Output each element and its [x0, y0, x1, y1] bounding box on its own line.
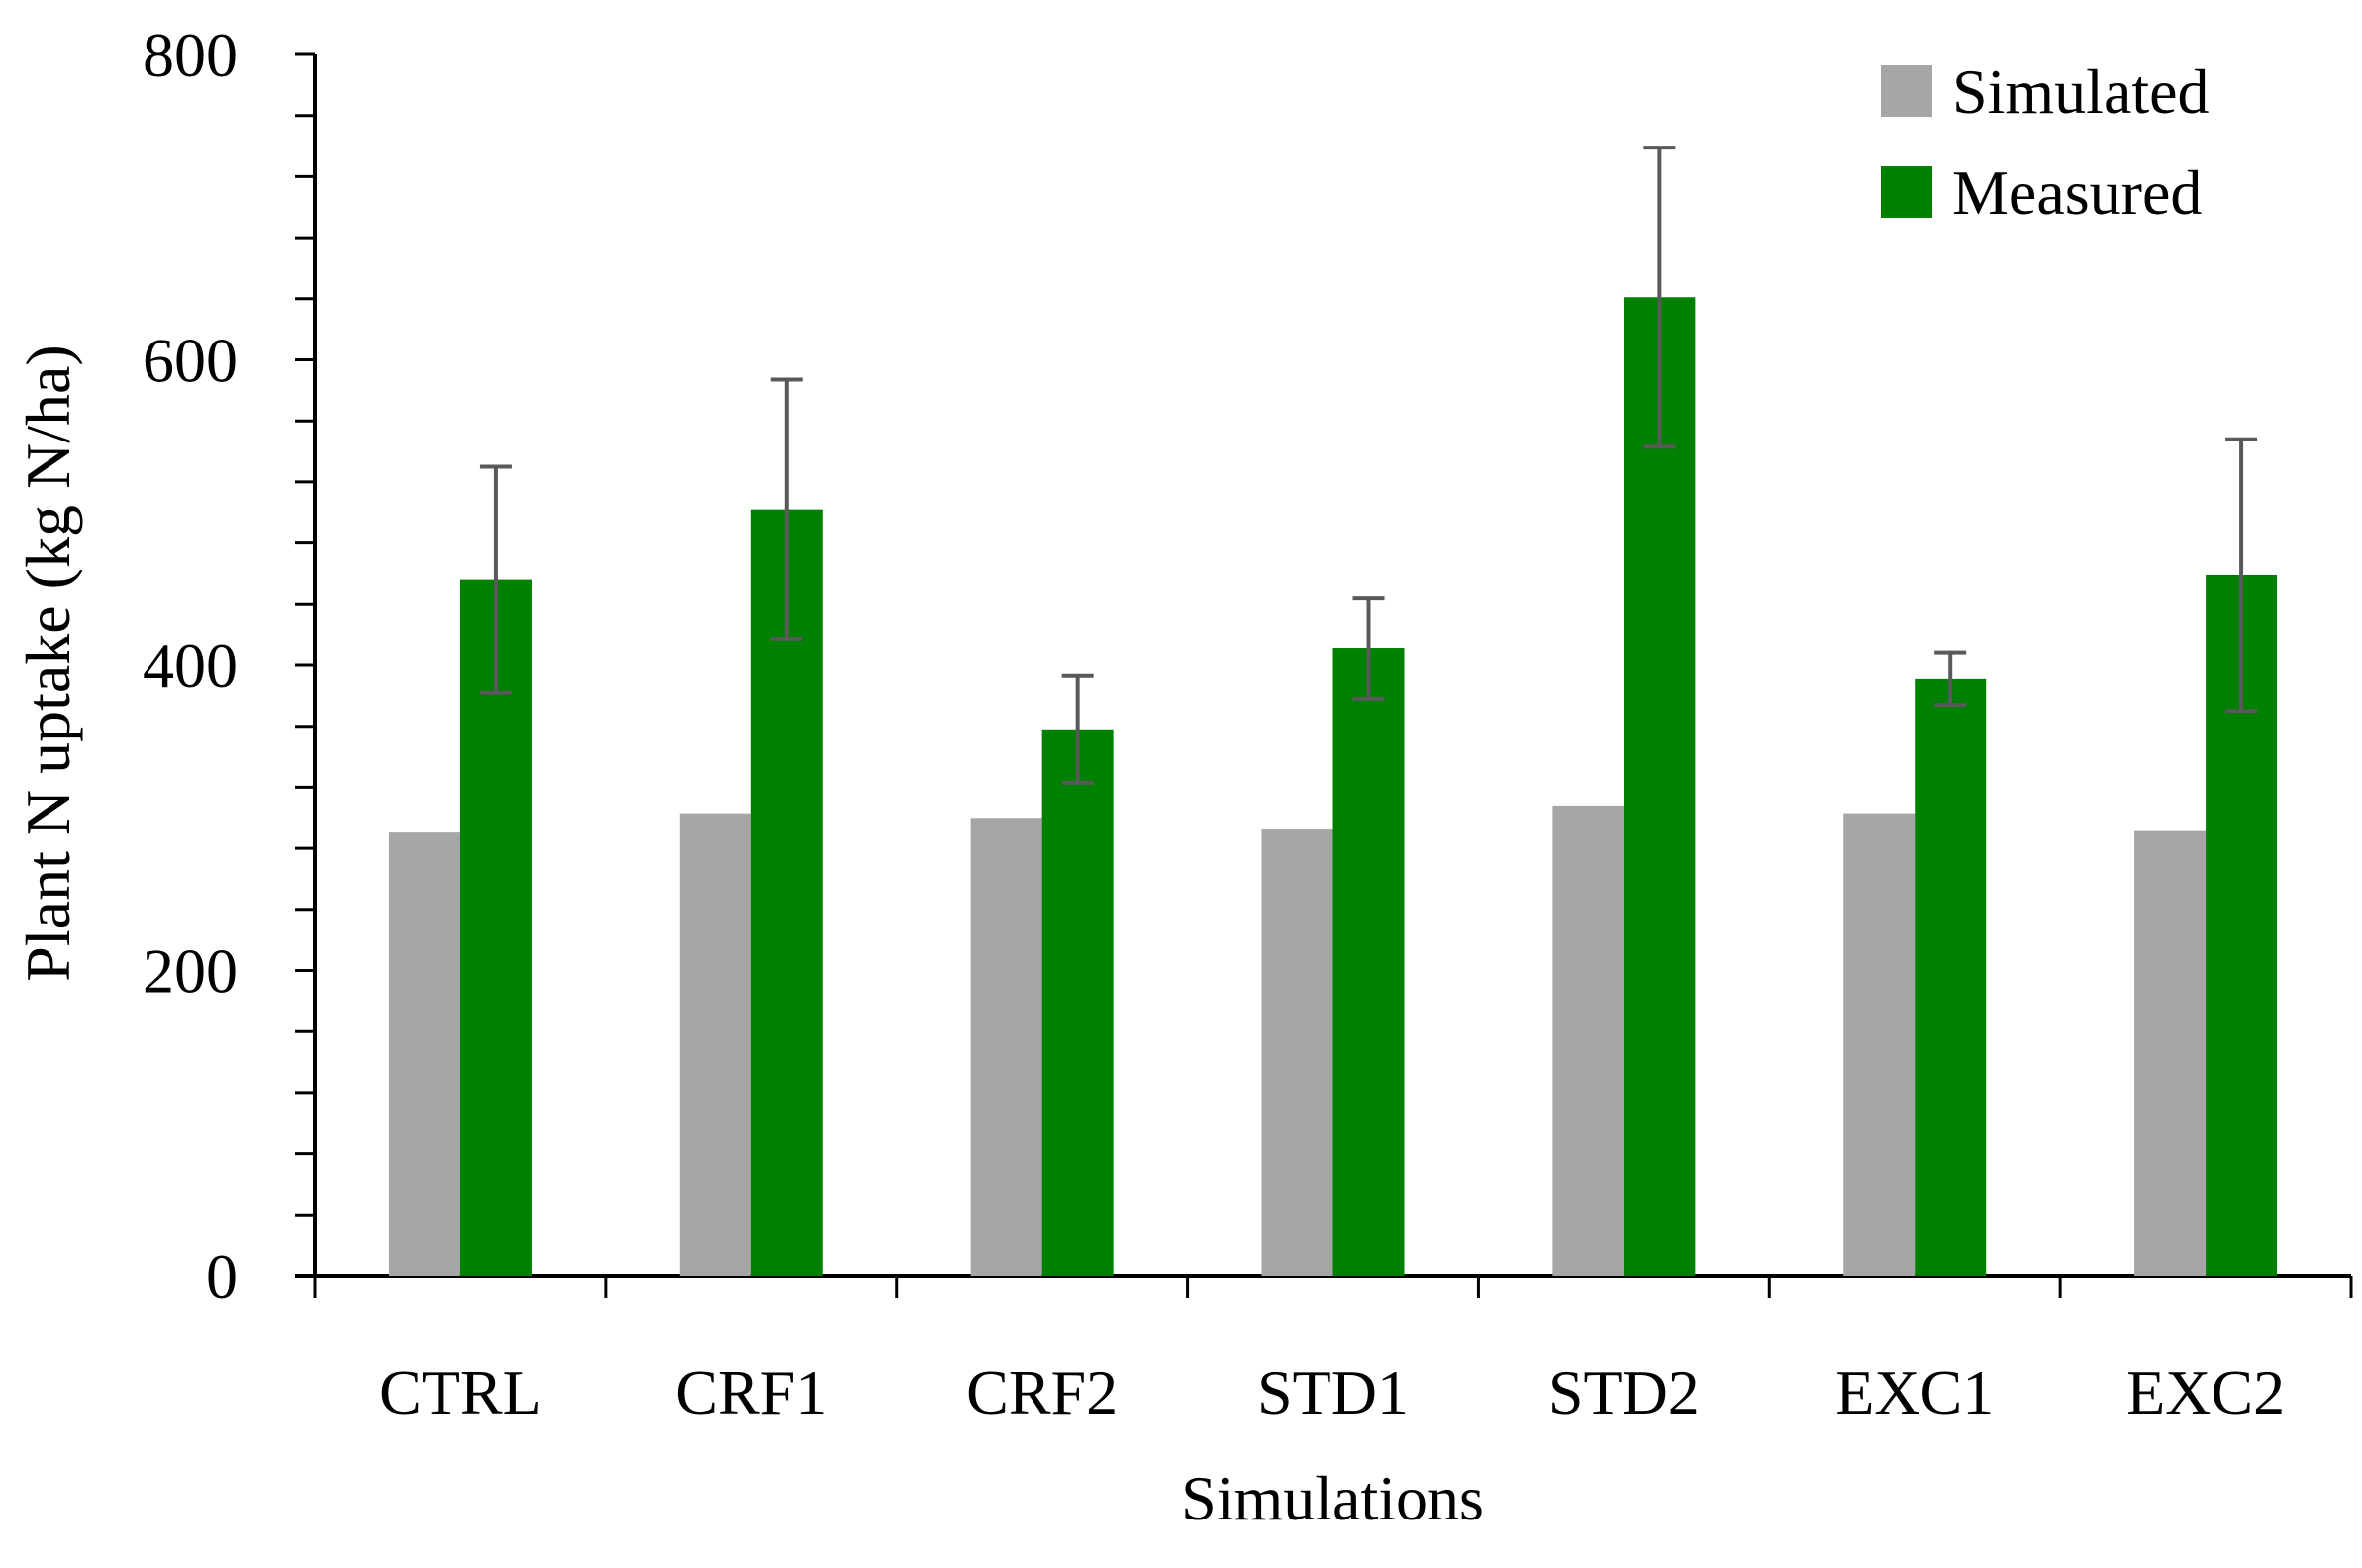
legend-label-simulated: Simulated — [1952, 56, 2210, 127]
bar-measured-std2 — [1624, 297, 1696, 1276]
x-tick-label-crf2: CRF2 — [966, 1357, 1118, 1427]
bar-measured-ctrl — [459, 579, 532, 1276]
legend-swatch-simulated — [1881, 65, 1932, 117]
bar-simulated-std1 — [1261, 829, 1333, 1276]
tick-labels: 0 200 400 600 800 CTRL CRF1 CRF2 STD1 STD2 EXC1 EXC… — [143, 20, 2285, 1427]
y-tick-label: 400 — [143, 631, 238, 701]
bar-simulated-exc1 — [1843, 813, 1916, 1276]
y-tick-label: 800 — [143, 20, 238, 90]
error-bars — [479, 146, 2258, 785]
axes — [295, 52, 2353, 1298]
bar-simulated-ctrl — [388, 832, 460, 1276]
legend-swatch-measured — [1881, 166, 1932, 218]
bar-simulated-std2 — [1552, 805, 1624, 1276]
bar-simulated-exc2 — [2134, 830, 2207, 1276]
x-tick-label-ctrl: CTRL — [379, 1357, 541, 1427]
x-tick-label-std2: STD2 — [1548, 1357, 1700, 1427]
y-tick-label: 600 — [143, 326, 238, 396]
y-axis-title: Plant N uptake (kg N/ha) — [13, 344, 83, 981]
x-axis-title: Simulations — [1181, 1463, 1484, 1533]
x-tick-label-exc2: EXC2 — [2126, 1357, 2285, 1427]
bars — [388, 297, 2278, 1276]
legend: Simulated Measured — [1881, 56, 2210, 228]
legend-label-measured: Measured — [1952, 157, 2202, 228]
y-tick-label: 0 — [206, 1241, 238, 1312]
bar-measured-exc1 — [1915, 678, 1987, 1276]
y-tick-label: 200 — [143, 936, 238, 1007]
x-tick-label-crf1: CRF1 — [675, 1357, 827, 1427]
x-tick-label-std1: STD1 — [1257, 1357, 1409, 1427]
bar-simulated-crf1 — [679, 813, 751, 1276]
bar-simulated-crf2 — [970, 818, 1042, 1276]
bar-measured-std1 — [1332, 648, 1405, 1276]
bar-measured-crf2 — [1041, 729, 1114, 1276]
x-tick-label-exc1: EXC1 — [1835, 1357, 1994, 1427]
